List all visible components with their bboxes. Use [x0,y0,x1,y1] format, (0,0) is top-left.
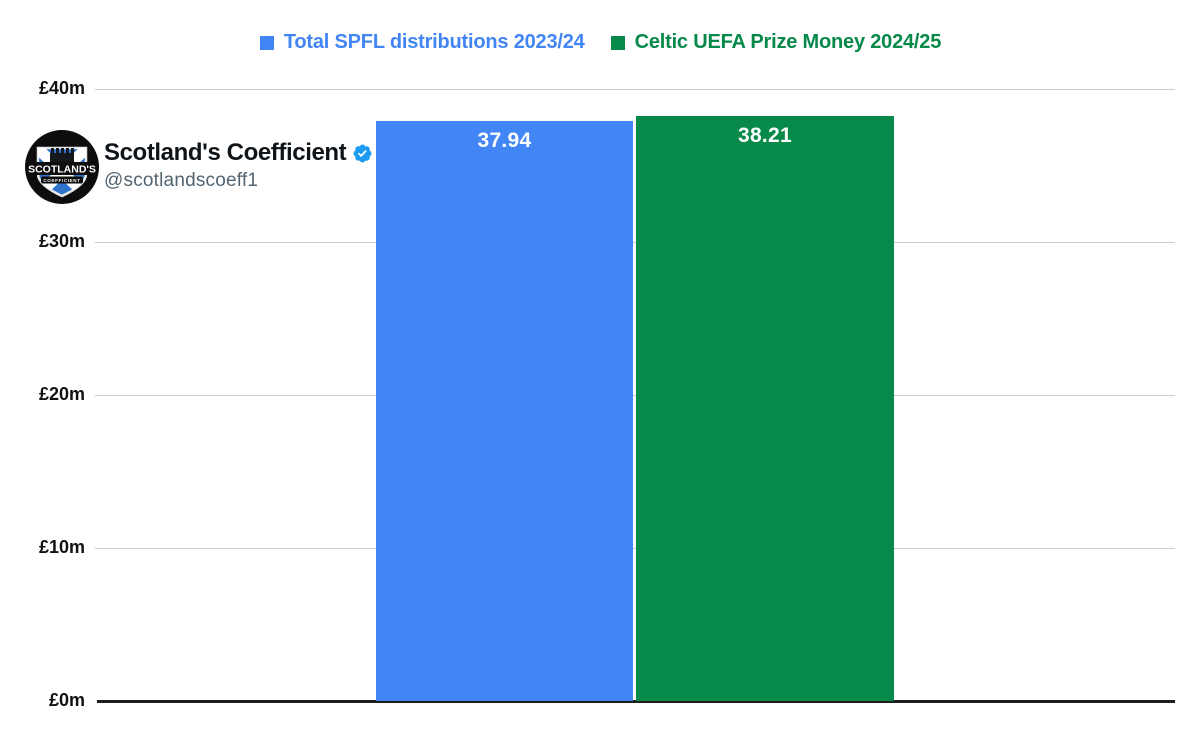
scotlands-coefficient-logo: SCOTLAND'S COEFFICIENT [25,130,99,204]
bar-spfl-distributions: 37.94 [376,120,633,701]
ytick-label: £40m [38,78,85,98]
bar-value-label: 38.21 [737,124,793,148]
legend-item-celtic: Celtic UEFA Prize Money 2024/25 [610,31,942,54]
castle-silhouette-icon [50,148,74,162]
logo-top-text: SCOTLAND'S [28,164,96,176]
logo-bottom-text: COEFFICIENT [43,178,80,183]
ytick-label: £0m [48,690,85,710]
profile-name: Scotland's Coefficient [104,139,347,166]
profile-handle: @scotlandscoeff1 [104,170,259,191]
ytick-label: £20m [38,384,85,404]
legend-marker-green-icon [610,35,625,50]
bar-celtic-uefa: 38.21 [636,116,894,701]
ytick-label: £10m [38,537,85,557]
bar-value-label: 37.94 [477,128,532,152]
legend-item-spfl: Total SPFL distributions 2023/24 [259,31,585,54]
profile-card: SCOTLAND'S COEFFICIENT Scotland's Coeffi… [24,129,373,205]
legend-label-celtic: Celtic UEFA Prize Money 2024/25 [634,31,942,53]
legend-label-spfl: Total SPFL distributions 2023/24 [283,31,585,53]
legend: Total SPFL distributions 2023/24 Celtic … [0,31,1201,54]
ytick-label: £30m [38,231,85,251]
legend-marker-blue-icon [259,35,274,50]
verified-badge-icon [353,144,372,162]
